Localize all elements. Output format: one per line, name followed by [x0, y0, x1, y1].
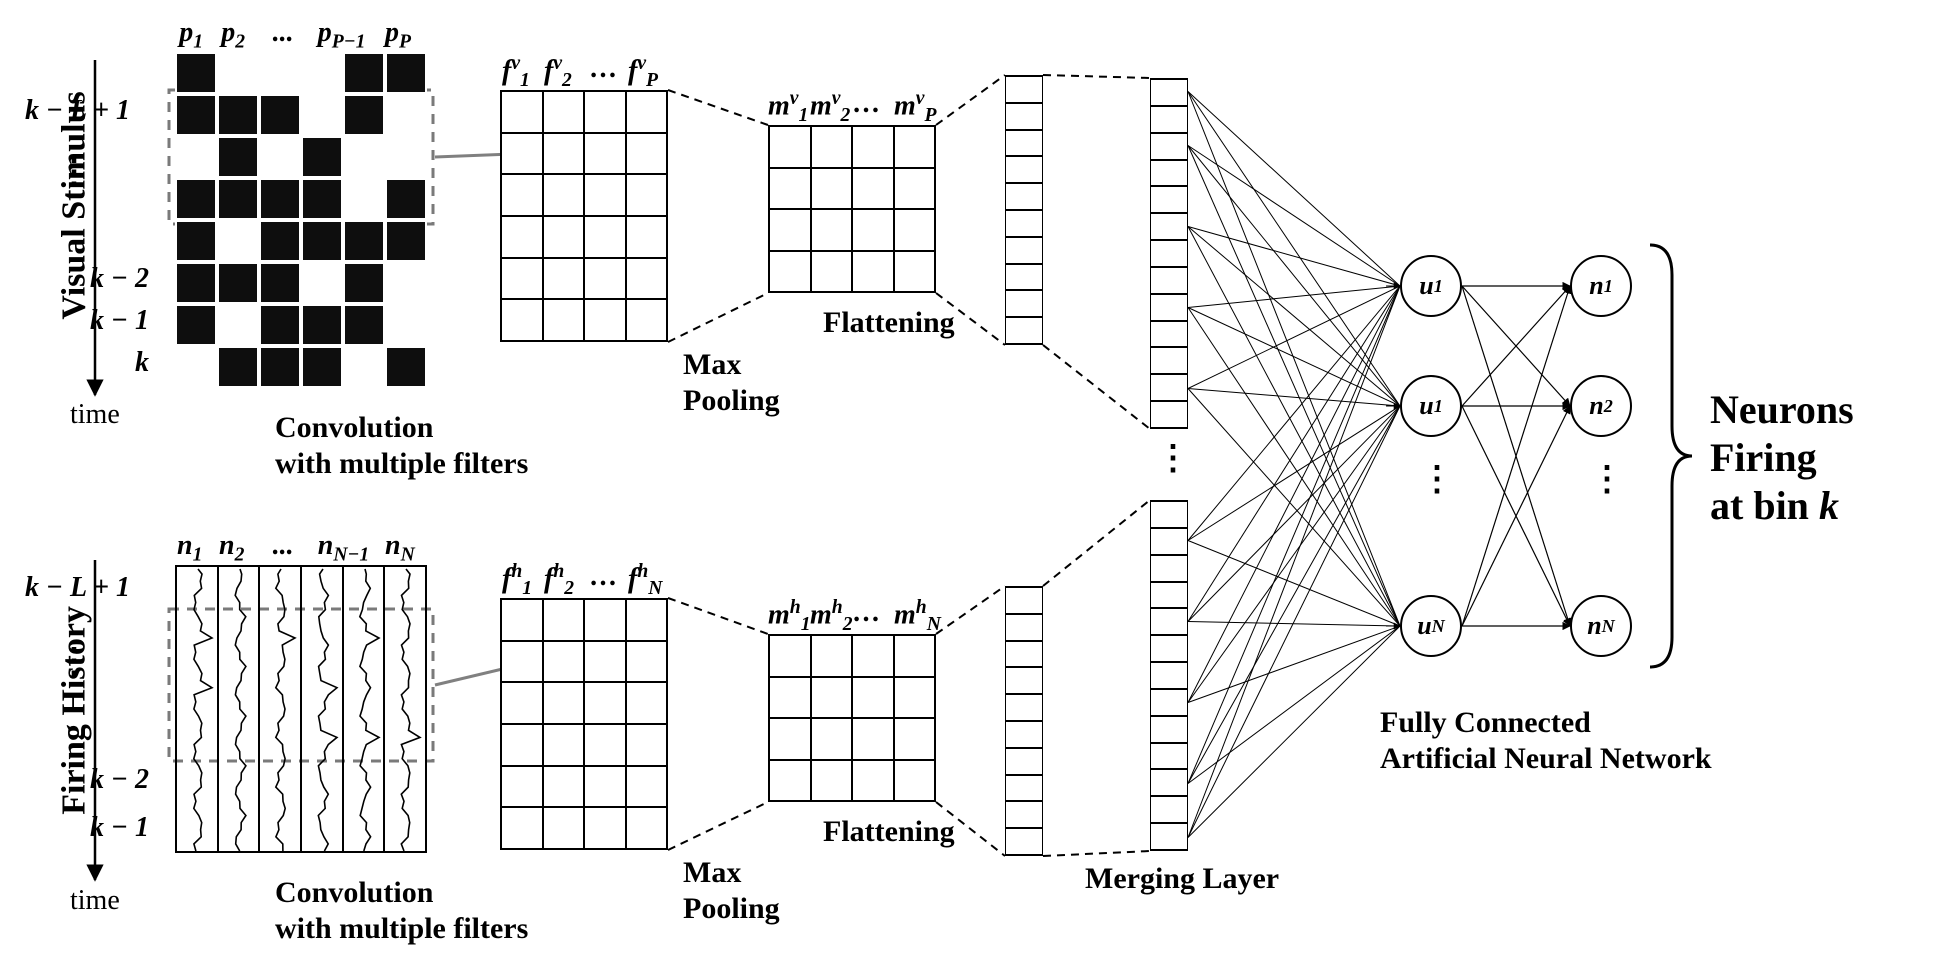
stimulus-cell	[343, 346, 385, 388]
firing-history-grid	[175, 565, 427, 853]
stimulus-cell	[217, 304, 259, 346]
stimulus-cell	[217, 346, 259, 388]
stimulus-cell	[259, 220, 301, 262]
stimulus-cell	[343, 262, 385, 304]
stimulus-cell	[259, 346, 301, 388]
stimulus-cell	[217, 262, 259, 304]
label-convolution-bot: Convolution with multiple filters	[275, 875, 528, 947]
stimulus-cell	[217, 136, 259, 178]
flatten-vector-bot	[1005, 586, 1043, 856]
stimulus-cell	[175, 346, 217, 388]
stimulus-cell	[301, 178, 343, 220]
n-node-1: n2	[1570, 375, 1632, 437]
stimulus-cell	[385, 346, 427, 388]
stimulus-cell	[385, 304, 427, 346]
stimulus-cell	[301, 94, 343, 136]
stimulus-cell	[217, 94, 259, 136]
stimulus-cell	[301, 220, 343, 262]
stimulus-cell	[301, 346, 343, 388]
feature-map-bot	[500, 598, 668, 850]
stimulus-grid	[175, 52, 427, 388]
stimulus-cell	[217, 220, 259, 262]
u-node-0: u1	[1400, 255, 1462, 317]
stimulus-cell	[385, 178, 427, 220]
stimulus-cell	[343, 304, 385, 346]
feature-map-top	[500, 90, 668, 342]
stimulus-cell	[175, 304, 217, 346]
stimulus-cell	[259, 52, 301, 94]
pool-grid-bot	[768, 634, 936, 802]
stimulus-cell	[385, 136, 427, 178]
stimulus-cell	[175, 94, 217, 136]
n-node-2: nN	[1570, 595, 1632, 657]
flatten-vector-top	[1005, 75, 1043, 345]
merge-vector-top	[1150, 78, 1188, 429]
stimulus-cell	[343, 94, 385, 136]
u-node-2: uN	[1400, 595, 1462, 657]
stimulus-cell	[175, 262, 217, 304]
stimulus-cell	[301, 52, 343, 94]
label-convolution-top: Convolution with multiple filters	[275, 410, 528, 482]
stimulus-cell	[175, 52, 217, 94]
stimulus-cell	[385, 52, 427, 94]
stimulus-cell	[217, 52, 259, 94]
stimulus-cell	[343, 178, 385, 220]
stimulus-cell	[385, 94, 427, 136]
stimulus-cell	[259, 136, 301, 178]
stimulus-cell	[343, 136, 385, 178]
stimulus-cell	[301, 136, 343, 178]
stimulus-cell	[301, 304, 343, 346]
sidelabel-firing-history: Firing History	[55, 580, 96, 840]
u-node-1: u1	[1400, 375, 1462, 437]
stimulus-cell	[175, 220, 217, 262]
stimulus-cell	[259, 94, 301, 136]
n-node-0: n1	[1570, 255, 1632, 317]
stimulus-cell	[301, 262, 343, 304]
stimulus-cell	[343, 220, 385, 262]
stimulus-cell	[385, 262, 427, 304]
pool-grid-top	[768, 125, 936, 293]
stimulus-cell	[259, 304, 301, 346]
stimulus-cell	[175, 178, 217, 220]
merge-vector-bot	[1150, 500, 1188, 851]
stimulus-cell	[217, 178, 259, 220]
stimulus-cell	[385, 220, 427, 262]
stimulus-cell	[343, 52, 385, 94]
stimulus-cell	[259, 262, 301, 304]
stimulus-cell	[259, 178, 301, 220]
stimulus-cell	[175, 136, 217, 178]
